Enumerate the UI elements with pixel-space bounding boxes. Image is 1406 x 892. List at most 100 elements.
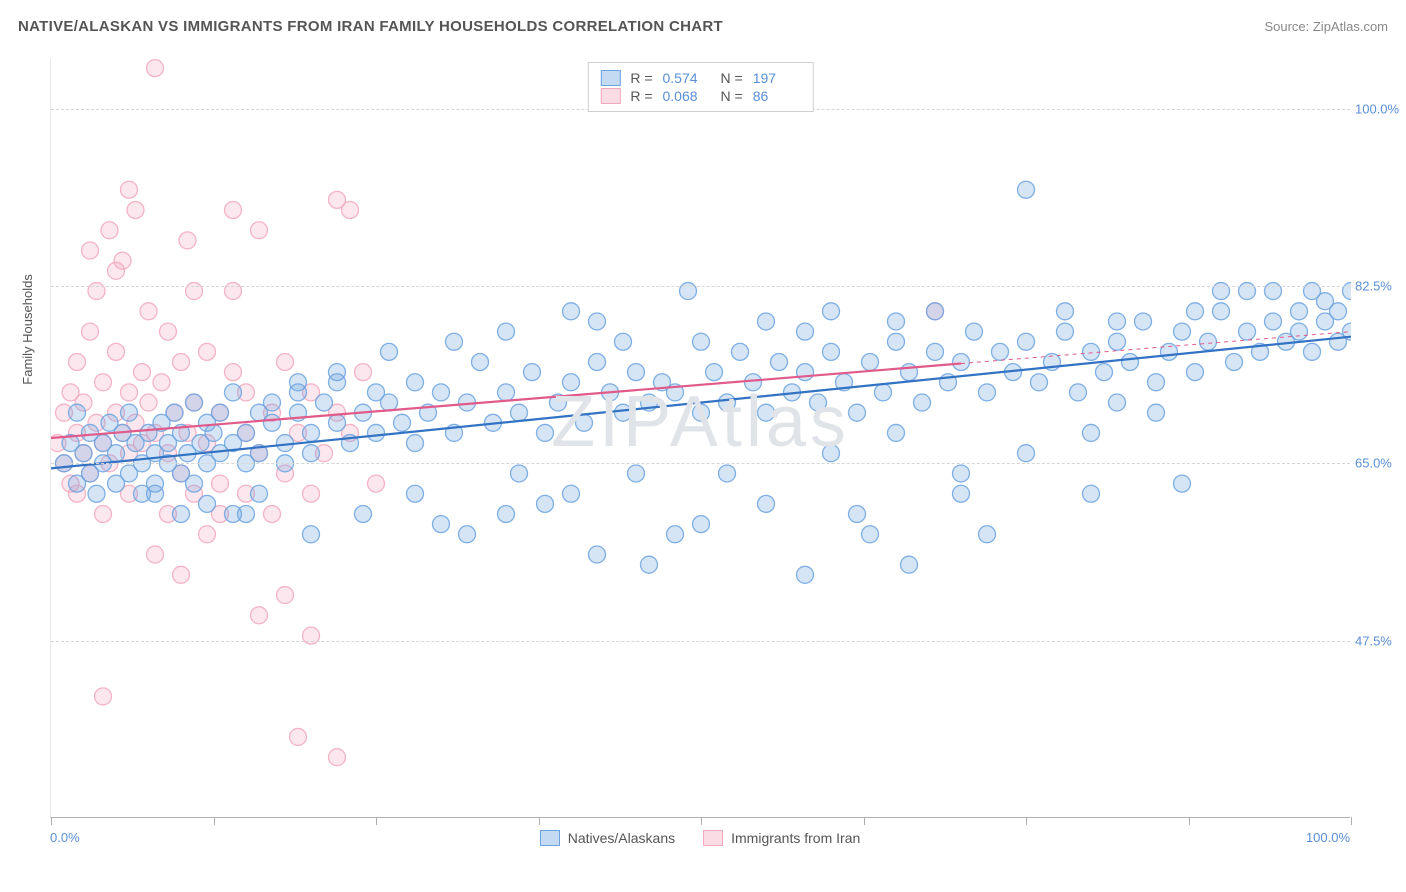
scatter-point <box>966 323 983 340</box>
scatter-point <box>1304 343 1321 360</box>
scatter-point <box>758 495 775 512</box>
scatter-point <box>1018 333 1035 350</box>
scatter-point <box>147 546 164 563</box>
scatter-point <box>888 333 905 350</box>
scatter-point <box>537 495 554 512</box>
scatter-point <box>953 485 970 502</box>
scatter-point <box>537 424 554 441</box>
scatter-point <box>927 303 944 320</box>
scatter-point <box>316 394 333 411</box>
scatter-point <box>615 333 632 350</box>
scatter-point <box>212 475 229 492</box>
stat-n-series-1: 197 <box>753 70 801 86</box>
scatter-point <box>368 475 385 492</box>
scatter-point <box>719 465 736 482</box>
scatter-point <box>140 394 157 411</box>
scatter-point <box>303 526 320 543</box>
y-tick-label: 65.0% <box>1355 456 1406 471</box>
correlation-stats-box: R = 0.574 N = 197 R = 0.068 N = 86 <box>587 62 813 112</box>
scatter-point <box>732 343 749 360</box>
scatter-point <box>693 333 710 350</box>
gridline <box>51 641 1350 642</box>
scatter-point <box>758 404 775 421</box>
legend-swatch-series-2 <box>703 830 723 846</box>
stat-r-series-1: 0.574 <box>663 70 711 86</box>
scatter-point <box>1187 364 1204 381</box>
scatter-point <box>498 384 515 401</box>
scatter-point <box>212 404 229 421</box>
scatter-point <box>979 384 996 401</box>
scatter-point <box>472 354 489 371</box>
scatter-point <box>823 445 840 462</box>
scatter-point <box>1109 333 1126 350</box>
scatter-point <box>69 404 86 421</box>
scatter-point <box>589 354 606 371</box>
scatter-point <box>160 323 177 340</box>
x-tick <box>214 817 215 825</box>
scatter-point <box>511 465 528 482</box>
x-tick <box>1351 817 1352 825</box>
scatter-point <box>862 354 879 371</box>
scatter-point <box>498 323 515 340</box>
scatter-point <box>667 526 684 543</box>
legend-label-series-2: Immigrants from Iran <box>731 830 860 846</box>
stat-label-n: N = <box>721 70 743 86</box>
scatter-point <box>771 354 788 371</box>
chart-header: NATIVE/ALASKAN VS IMMIGRANTS FROM IRAN F… <box>18 18 1388 35</box>
legend-label-series-1: Natives/Alaskans <box>568 830 675 846</box>
scatter-point <box>1109 313 1126 330</box>
scatter-point <box>927 343 944 360</box>
scatter-point <box>186 475 203 492</box>
scatter-svg <box>51 58 1351 818</box>
scatter-point <box>225 364 242 381</box>
scatter-point <box>173 566 190 583</box>
scatter-point <box>628 364 645 381</box>
scatter-point <box>797 323 814 340</box>
scatter-point <box>888 424 905 441</box>
plot-area: ZIPAtlas R = 0.574 N = 197 R = 0.068 N =… <box>50 58 1350 818</box>
scatter-point <box>199 526 216 543</box>
scatter-point <box>368 424 385 441</box>
scatter-point <box>888 313 905 330</box>
scatter-point <box>1083 485 1100 502</box>
scatter-point <box>251 222 268 239</box>
scatter-point <box>225 202 242 219</box>
scatter-point <box>153 374 170 391</box>
scatter-point <box>127 202 144 219</box>
scatter-point <box>95 374 112 391</box>
source-attribution: Source: ZipAtlas.com <box>1264 19 1388 34</box>
scatter-point <box>953 465 970 482</box>
scatter-point <box>355 364 372 381</box>
scatter-point <box>810 394 827 411</box>
scatter-point <box>1291 303 1308 320</box>
stat-label-r: R = <box>630 70 652 86</box>
scatter-point <box>992 343 1009 360</box>
scatter-point <box>1096 364 1113 381</box>
scatter-point <box>173 354 190 371</box>
scatter-point <box>121 181 138 198</box>
scatter-point <box>108 343 125 360</box>
y-tick-label: 82.5% <box>1355 279 1406 294</box>
scatter-point <box>1174 323 1191 340</box>
scatter-point <box>1135 313 1152 330</box>
scatter-point <box>1018 445 1035 462</box>
scatter-point <box>875 384 892 401</box>
scatter-point <box>862 526 879 543</box>
scatter-point <box>329 749 346 766</box>
scatter-point <box>108 262 125 279</box>
scatter-point <box>1083 343 1100 360</box>
scatter-point <box>329 414 346 431</box>
scatter-point <box>849 404 866 421</box>
scatter-point <box>277 354 294 371</box>
scatter-point <box>199 343 216 360</box>
scatter-point <box>82 242 99 259</box>
scatter-point <box>459 526 476 543</box>
scatter-point <box>1083 424 1100 441</box>
scatter-point <box>693 404 710 421</box>
scatter-point <box>95 688 112 705</box>
x-tick <box>376 817 377 825</box>
scatter-point <box>225 506 242 523</box>
scatter-point <box>394 414 411 431</box>
scatter-point <box>1070 384 1087 401</box>
y-axis-title: Family Households <box>20 274 35 385</box>
